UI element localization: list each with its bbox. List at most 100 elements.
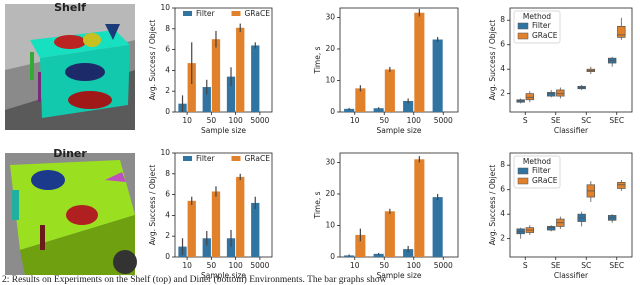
- legend-swatch: [183, 11, 192, 16]
- y-tick-label: 8: [165, 169, 170, 178]
- legend-swatch: [517, 32, 529, 40]
- box: [525, 93, 535, 101]
- x-tick-label: 50: [207, 261, 217, 270]
- x-tick-label: 5000: [250, 261, 269, 270]
- plot-frame: [174, 152, 273, 258]
- caption: 2: Results on Experiments on the Shelf (…: [2, 274, 387, 285]
- legend-label: Filter: [196, 154, 215, 163]
- x-tick-label: SEC: [609, 261, 624, 270]
- plot-frame: [174, 7, 273, 113]
- y-tick-label: 2: [500, 89, 505, 98]
- y-tick-label: 8: [500, 15, 505, 24]
- x-tick-label: 50: [379, 116, 389, 125]
- y-tick-label: 10: [160, 3, 170, 12]
- bar: [403, 249, 414, 257]
- bar: [384, 211, 395, 257]
- legend-swatch: [231, 156, 241, 161]
- legend-swatch: [517, 167, 529, 175]
- bar: [251, 45, 260, 112]
- bar: [414, 12, 425, 113]
- bar: [236, 27, 245, 112]
- bar: [202, 87, 211, 112]
- legend-label: GRaCE: [532, 176, 558, 185]
- x-axis-label: Sample size: [376, 271, 421, 280]
- bar: [414, 159, 425, 257]
- shelf-image: [5, 4, 135, 130]
- y-axis-label: Avg. Success / Object: [488, 165, 497, 246]
- y-tick-label: 4: [500, 209, 505, 218]
- y-tick-label: 4: [500, 64, 505, 73]
- y-tick-label: 10: [160, 148, 170, 157]
- y-tick-label: 0: [330, 252, 335, 261]
- x-tick-label: 100: [407, 116, 422, 125]
- y-axis-label: Avg. Success / Object: [148, 20, 157, 101]
- legend-swatch: [183, 156, 192, 161]
- y-tick-label: 4: [165, 65, 170, 74]
- bar: [355, 88, 366, 112]
- x-tick-label: S: [523, 116, 528, 125]
- bar: [236, 176, 245, 257]
- y-tick-label: 10: [325, 75, 335, 84]
- y-tick-label: 6: [165, 45, 170, 54]
- legend-label: Filter: [532, 166, 551, 175]
- x-tick-label: SE: [551, 116, 561, 125]
- x-tick-label: SE: [551, 261, 561, 270]
- x-tick-label: 10: [182, 261, 192, 270]
- legend-title: Method: [523, 157, 551, 166]
- y-tick-label: 0: [165, 107, 170, 116]
- y-tick-label: 2: [165, 231, 170, 240]
- x-tick-label: SC: [581, 261, 591, 270]
- x-tick-label: 10: [350, 261, 360, 270]
- bar: [384, 69, 395, 112]
- x-axis-label: Classifier: [554, 271, 589, 280]
- x-tick-label: SEC: [609, 116, 624, 125]
- x-axis-label: Sample size: [201, 126, 246, 135]
- bar: [432, 197, 443, 257]
- legend-label: GRaCE: [532, 31, 558, 40]
- y-tick-label: 6: [165, 190, 170, 199]
- plot-frame: [339, 152, 459, 258]
- box: [546, 92, 556, 97]
- bar: [251, 202, 260, 257]
- x-tick-label: 10: [350, 116, 360, 125]
- x-tick-label: 50: [207, 116, 217, 125]
- bar: [373, 253, 384, 257]
- bar: [187, 63, 196, 112]
- legend-label: GRaCE: [245, 154, 271, 163]
- y-axis-label: Avg. Success / Object: [148, 165, 157, 246]
- y-axis-label: Time, s: [313, 191, 322, 219]
- x-tick-label: 5000: [434, 116, 453, 125]
- x-tick-label: 100: [228, 116, 243, 125]
- plot-frame: [339, 7, 459, 113]
- bar: [226, 238, 236, 257]
- y-tick-label: 2: [500, 234, 505, 243]
- legend-label: Filter: [532, 21, 551, 30]
- x-axis-label: Classifier: [554, 126, 589, 135]
- bar: [432, 39, 443, 112]
- x-tick-label: 5000: [250, 116, 269, 125]
- y-tick-label: 20: [325, 189, 335, 198]
- box: [556, 89, 565, 97]
- legend-swatch: [517, 177, 529, 185]
- y-tick-label: 30: [325, 12, 335, 21]
- y-tick-label: 10: [325, 220, 335, 229]
- x-tick-label: 10: [182, 116, 192, 125]
- x-axis-label: Sample size: [201, 271, 246, 280]
- y-tick-label: 6: [500, 185, 505, 194]
- y-tick-label: 6: [500, 40, 505, 49]
- plot-frame: [509, 152, 633, 258]
- diner-image: [5, 153, 137, 275]
- y-tick-label: 0: [165, 252, 170, 261]
- y-axis-label: Time, s: [313, 46, 322, 74]
- bar: [202, 238, 211, 257]
- bar: [211, 39, 221, 113]
- x-tick-label: 100: [228, 261, 243, 270]
- y-axis-label: Avg. Success / Object: [488, 20, 497, 101]
- legend-swatch: [231, 11, 241, 16]
- bar: [187, 200, 196, 257]
- x-tick-label: 5000: [434, 261, 453, 270]
- legend-label: Filter: [196, 9, 215, 18]
- bar: [211, 191, 221, 257]
- y-tick-label: 0: [330, 107, 335, 116]
